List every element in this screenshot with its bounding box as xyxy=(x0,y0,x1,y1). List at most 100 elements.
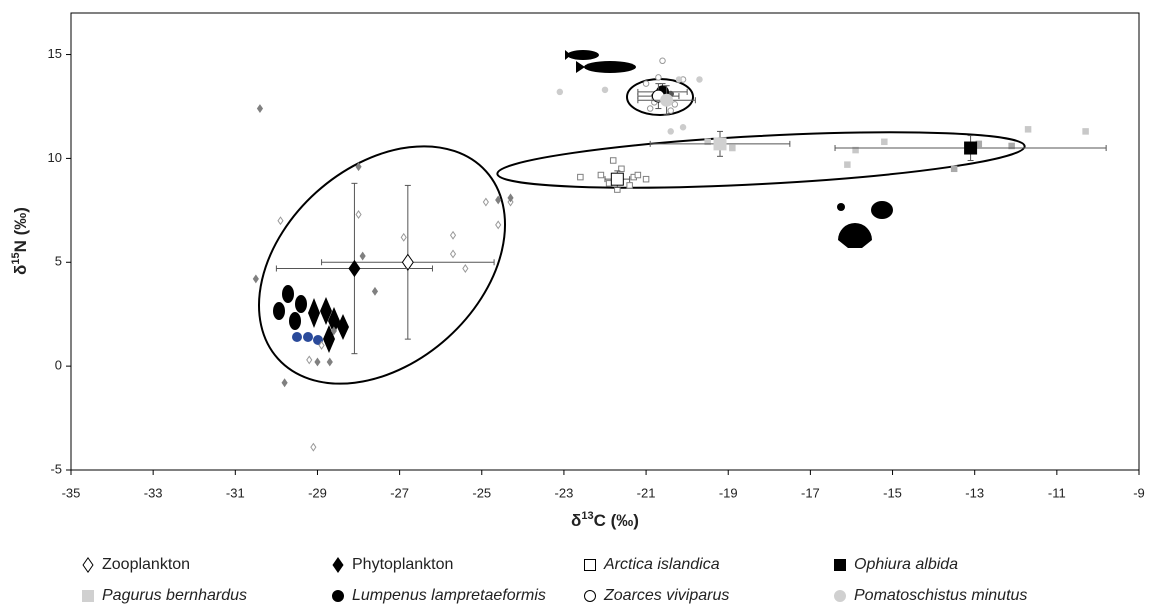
legend-marker xyxy=(585,591,596,602)
data-point xyxy=(668,108,674,114)
mean-marker xyxy=(661,94,673,106)
legend-label: Pagurus bernhardus xyxy=(102,587,247,604)
ellipses xyxy=(212,79,1026,432)
data-point xyxy=(730,145,736,151)
copepod-icon xyxy=(282,285,294,303)
legend-marker xyxy=(585,560,596,571)
x-axis-label: δ13C (‰) xyxy=(571,510,639,531)
algae-icon xyxy=(292,332,302,342)
diatom-icon xyxy=(308,298,320,328)
fish-icon xyxy=(565,50,571,60)
data-point xyxy=(647,106,653,112)
x-tick-label: -23 xyxy=(555,485,574,500)
x-tick-label: -29 xyxy=(308,485,327,500)
spider-icon xyxy=(837,203,845,211)
data-point xyxy=(463,265,468,272)
data-point xyxy=(372,288,377,295)
x-tick-label: -11 xyxy=(1048,485,1066,500)
mean-marker xyxy=(611,173,623,185)
crab-icon xyxy=(871,201,893,219)
fish-icon xyxy=(584,61,636,73)
label-part: 15 xyxy=(10,252,22,264)
mean-marker xyxy=(402,254,413,270)
data-point xyxy=(578,174,584,180)
data-point xyxy=(557,89,563,95)
data-point xyxy=(282,379,287,386)
x-tick-label: -35 xyxy=(62,485,81,500)
silhouettes xyxy=(273,50,893,353)
diatom-icon xyxy=(337,314,349,340)
data-point xyxy=(627,183,633,189)
legend-label: Zoarces viviparus xyxy=(603,587,729,604)
legend-marker xyxy=(835,591,846,602)
legend-marker xyxy=(83,591,94,602)
x-tick-label: -15 xyxy=(883,485,902,500)
fish-icon xyxy=(567,50,599,60)
legend-marker xyxy=(333,591,344,602)
label-part: δ xyxy=(571,511,581,530)
x-tick-label: -33 xyxy=(144,485,163,500)
fish-icon xyxy=(576,61,585,73)
data-point xyxy=(656,75,662,81)
x-tick-label: -13 xyxy=(965,485,984,500)
data-point xyxy=(253,275,258,282)
copepod-icon xyxy=(273,302,285,320)
data-point xyxy=(951,166,957,172)
data-point xyxy=(1025,127,1031,133)
data-point xyxy=(1083,129,1089,135)
data-point xyxy=(697,77,703,83)
data-point xyxy=(668,129,674,135)
legend-marker xyxy=(83,558,93,572)
x-tick-label: -9 xyxy=(1133,485,1145,500)
data-point xyxy=(451,232,456,239)
data-point xyxy=(882,139,888,145)
label-part: C (‰) xyxy=(594,511,639,530)
label-part: 13 xyxy=(581,510,593,522)
y-tick-label: 15 xyxy=(48,46,62,61)
y-tick-label: 5 xyxy=(55,254,62,269)
data-point xyxy=(311,444,316,451)
legend-label: Arctica islandica xyxy=(603,556,720,573)
data-point xyxy=(257,105,262,112)
data-point xyxy=(643,176,649,182)
y-tick-label: 10 xyxy=(48,150,62,165)
scallop-icon xyxy=(838,223,872,248)
data-point xyxy=(356,211,361,218)
data-point xyxy=(602,87,608,93)
label-part: N (‰) xyxy=(11,207,30,252)
x-tick-label: -17 xyxy=(801,485,820,500)
data-point xyxy=(680,125,686,131)
data-point xyxy=(676,77,682,83)
data-point xyxy=(451,250,456,257)
data-point xyxy=(315,358,320,365)
algae-icon xyxy=(303,332,313,342)
x-tick-label: -21 xyxy=(637,485,656,500)
data-point xyxy=(643,81,649,87)
legend-label: Lumpenus lampretaeformis xyxy=(352,587,546,604)
x-tick-label: -25 xyxy=(472,485,491,500)
data-point xyxy=(598,172,604,178)
x-tick-label: -27 xyxy=(390,485,409,500)
legend-marker xyxy=(333,558,343,572)
copepod-icon xyxy=(289,312,301,330)
chart: δ13C (‰) δ15N (‰) -35-33-31-29-27-25-23-… xyxy=(0,0,1150,606)
legend-label: Zooplankton xyxy=(102,556,190,573)
data-point xyxy=(401,234,406,241)
plot-frame xyxy=(71,13,1139,470)
y-axis-label: δ15N (‰) xyxy=(10,207,31,275)
ellipse xyxy=(496,122,1026,198)
data-point xyxy=(660,58,666,64)
data-point xyxy=(327,358,332,365)
ellipse xyxy=(212,98,551,431)
data-point xyxy=(483,198,488,205)
data-point xyxy=(278,217,283,224)
data-point xyxy=(672,102,678,108)
mean-marker xyxy=(714,138,726,150)
legend-label: Ophiura albida xyxy=(854,556,958,573)
data-point xyxy=(845,162,851,168)
data-point xyxy=(610,158,616,164)
x-tick-label: -31 xyxy=(226,485,245,500)
legend-label: Phytoplankton xyxy=(352,556,453,573)
label-part: δ xyxy=(11,265,30,275)
legend-label: Pomatoschistus minutus xyxy=(854,587,1027,604)
